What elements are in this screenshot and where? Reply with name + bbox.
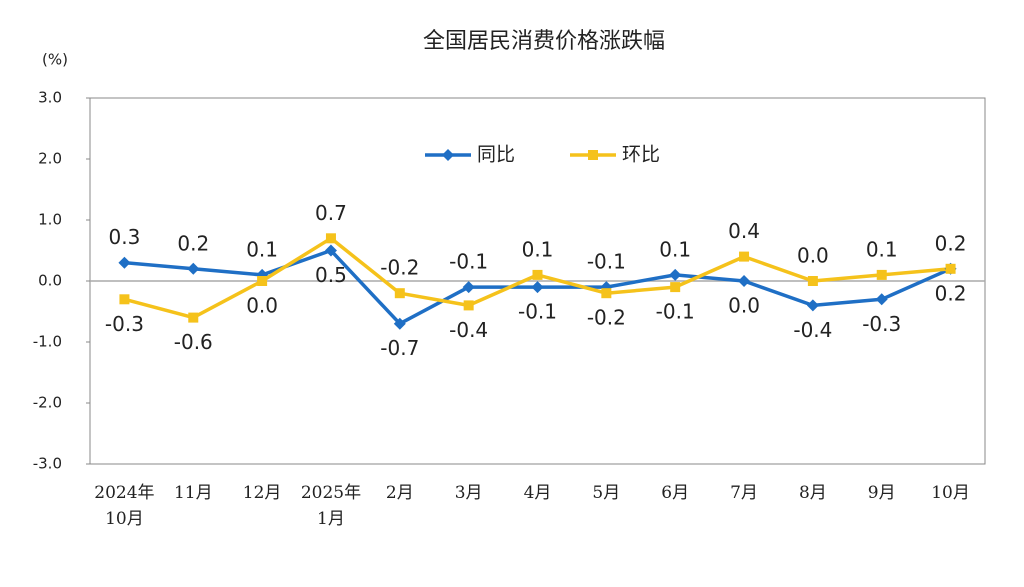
data-label: -0.7 (380, 336, 419, 360)
data-label: 0.1 (659, 237, 691, 261)
marker (188, 312, 199, 323)
y-tick-label: -2.0 (33, 394, 62, 412)
x-tick-label: 11月 (173, 483, 213, 503)
marker (531, 281, 544, 294)
x-tick-label: 10月 (931, 483, 970, 503)
legend-label: 同比 (477, 144, 515, 166)
data-label: 0.7 (315, 201, 347, 225)
data-label: 0.0 (246, 294, 278, 318)
data-label: 0.2 (935, 281, 967, 305)
data-label: 0.3 (109, 225, 141, 249)
marker (187, 262, 200, 275)
x-tick-label: 3月 (454, 483, 483, 503)
y-tick-label: 3.0 (38, 89, 62, 107)
marker (325, 233, 336, 244)
data-label: 0.1 (246, 237, 278, 261)
marker (875, 293, 888, 306)
data-label: -0.3 (105, 312, 144, 336)
marker (876, 269, 887, 280)
marker (394, 288, 405, 299)
x-tick-label: 12月 (242, 483, 282, 503)
marker (601, 288, 612, 299)
y-tick-label: 0.0 (38, 272, 62, 290)
data-label: -0.2 (380, 256, 419, 280)
marker (807, 276, 818, 286)
chart-title: 全国居民消费价格涨跌幅 (423, 29, 665, 54)
marker (463, 300, 474, 311)
x-tick-label: 4月 (523, 483, 552, 503)
data-label: -0.3 (862, 312, 901, 336)
marker (118, 256, 131, 269)
data-label: -0.1 (518, 300, 557, 324)
marker (324, 244, 337, 257)
data-label: -0.1 (449, 250, 488, 274)
marker (670, 282, 681, 293)
data-label: 0.1 (522, 237, 554, 261)
data-label: 0.1 (866, 237, 898, 261)
data-label: -0.6 (174, 330, 213, 354)
marker (945, 263, 956, 274)
data-label: 0.5 (315, 263, 347, 287)
marker (257, 276, 268, 286)
x-tick-label: 2024年 10月 (94, 483, 155, 529)
data-label: -0.1 (587, 250, 626, 274)
x-tick-label: 5月 (592, 483, 621, 503)
data-label: 0.2 (935, 231, 967, 255)
x-tick-label: 9月 (867, 483, 896, 503)
data-label: 0.4 (728, 219, 760, 243)
x-tick-label: 8月 (798, 483, 827, 503)
data-label: -0.4 (793, 318, 832, 342)
y-axis-label: (%) (42, 51, 68, 69)
marker (393, 317, 406, 330)
x-tick-label: 7月 (730, 483, 758, 503)
data-label: -0.2 (587, 306, 626, 330)
y-tick-label: -1.0 (33, 333, 62, 351)
marker (806, 299, 819, 312)
x-tick-label: 2月 (385, 483, 414, 503)
data-label: -0.4 (449, 318, 488, 342)
x-tick-label: 6月 (661, 483, 690, 503)
y-tick-label: 2.0 (38, 150, 62, 168)
y-tick-label: -3.0 (33, 455, 62, 473)
marker (119, 294, 130, 305)
data-label: 0.0 (797, 244, 829, 268)
marker (532, 269, 543, 280)
legend-marker (588, 150, 598, 160)
data-label: 0.2 (177, 231, 209, 255)
x-tick-label: 2025年 1月 (300, 483, 362, 529)
marker (462, 281, 475, 294)
data-label: 0.0 (728, 294, 760, 318)
data-label: -0.1 (656, 300, 695, 324)
legend-label: 环比 (622, 144, 660, 166)
y-tick-label: 1.0 (38, 211, 62, 229)
marker (738, 275, 751, 287)
marker (739, 251, 750, 262)
marker (669, 268, 682, 281)
legend-marker (442, 149, 454, 161)
